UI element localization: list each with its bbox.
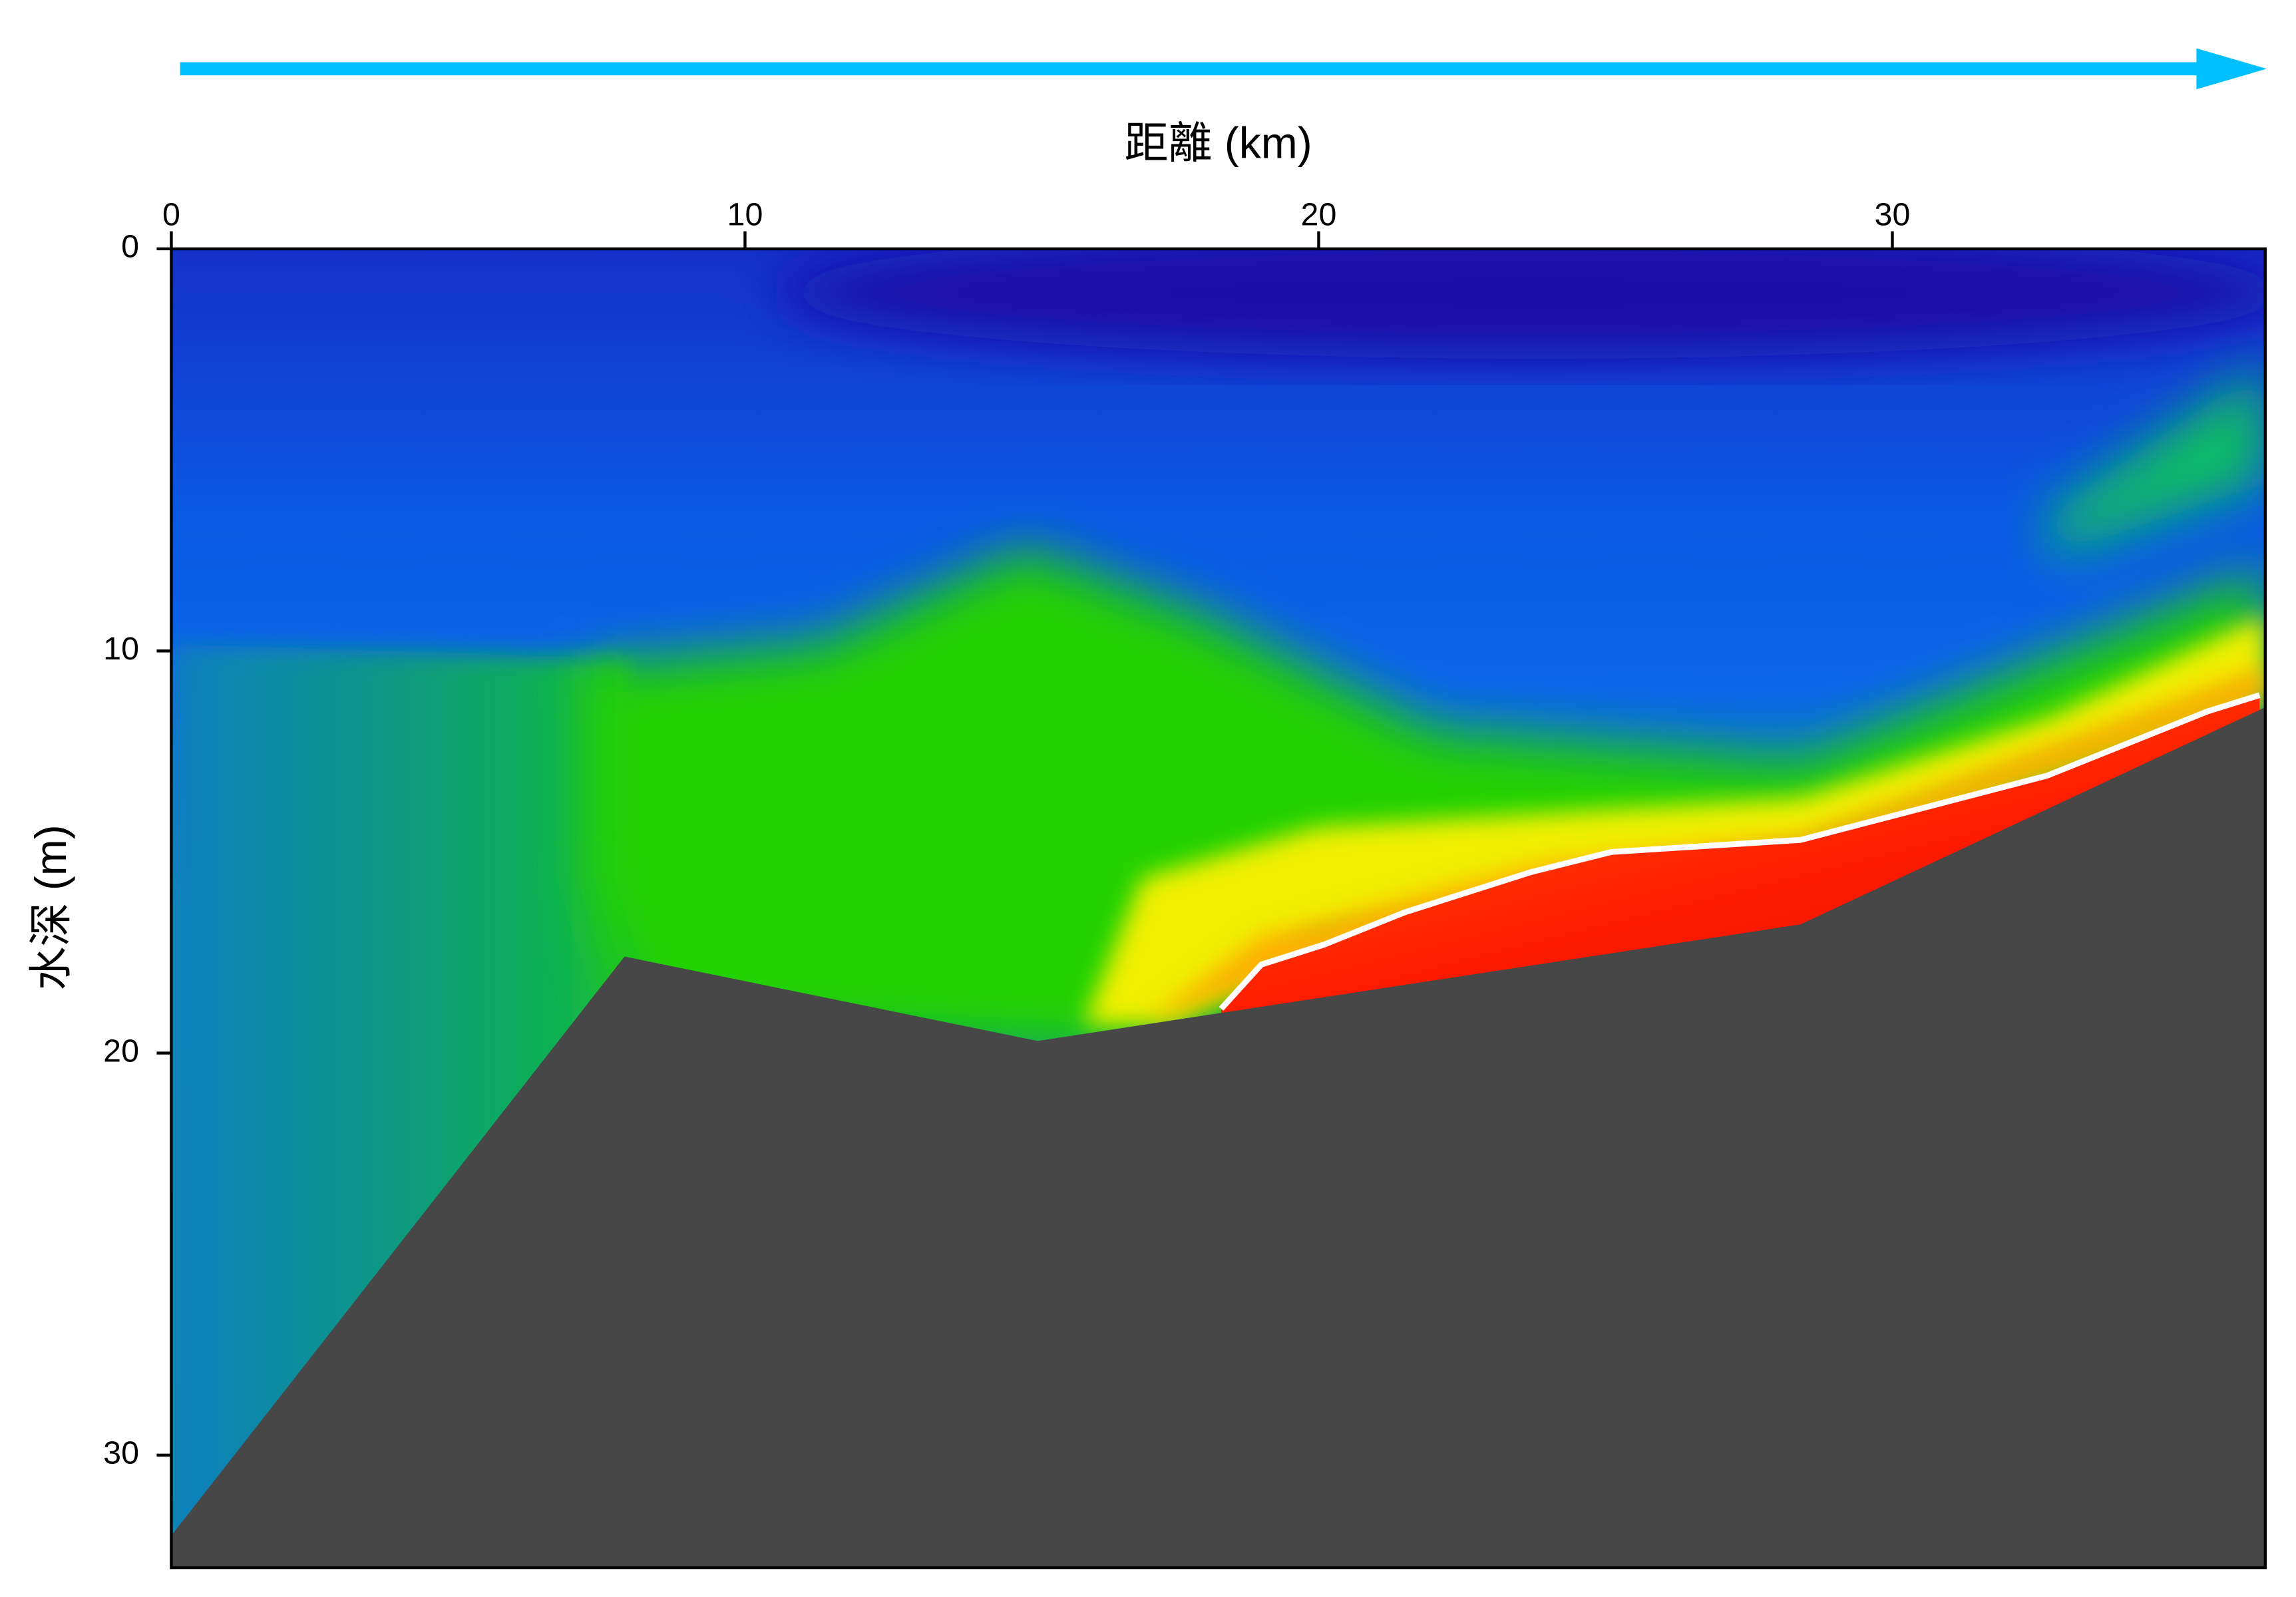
data-layer: [171, 692, 2265, 1568]
x-axis-label: 距離 (km): [1124, 118, 1312, 168]
plot-frame: [170, 247, 2267, 1570]
y-tick-label: 30: [103, 1435, 139, 1471]
field-green: [586, 548, 2265, 1054]
seabed: [171, 707, 2265, 1568]
y-tick-label: 0: [121, 229, 139, 265]
x-tick-label: 10: [727, 196, 763, 232]
x-tick-label: 20: [1301, 196, 1337, 232]
direction-arrow-head: [2196, 48, 2267, 90]
y-tick-label: 20: [103, 1033, 139, 1069]
x-tick-label: 0: [162, 196, 180, 232]
y-axis-label: 水深 (m): [26, 824, 75, 990]
field-green-right: [2050, 365, 2265, 556]
field-surface-core: [776, 248, 2265, 359]
contour-line: [1219, 692, 2261, 1011]
x-tick-label: 30: [1875, 196, 1911, 232]
y-tick-label: 10: [103, 631, 139, 667]
